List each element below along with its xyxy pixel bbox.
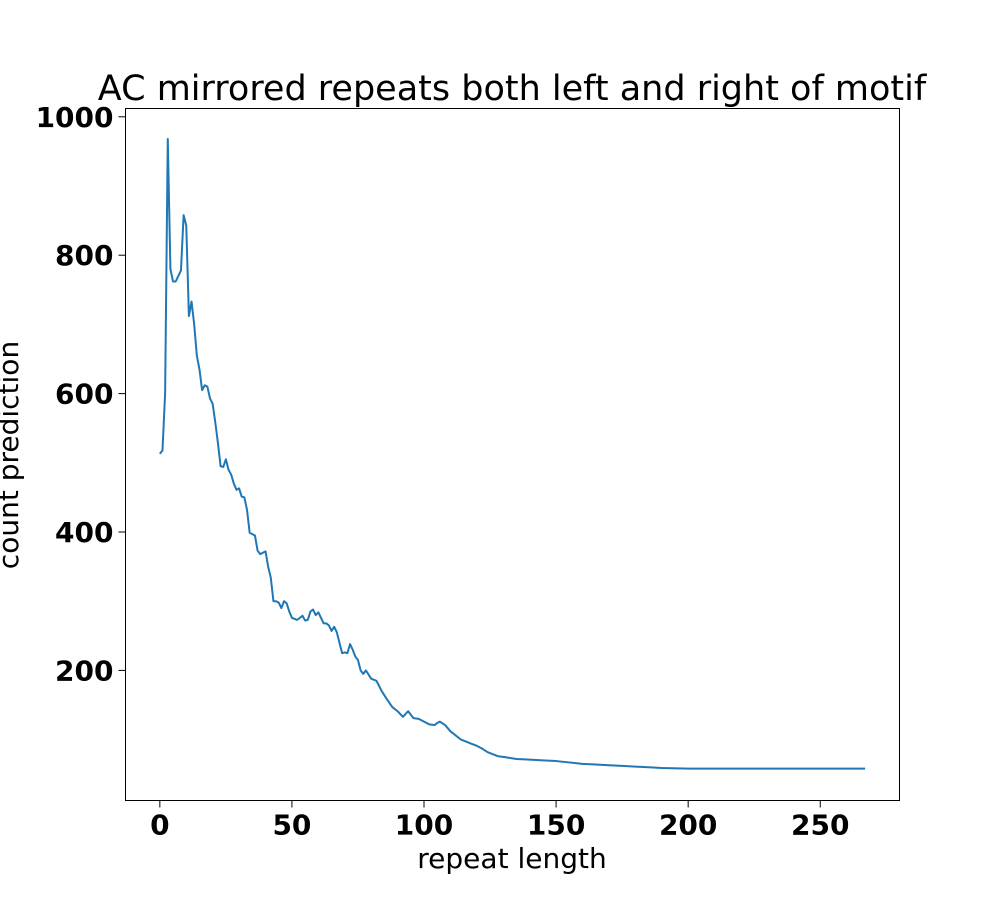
y-tick-label: 400 (55, 516, 113, 549)
y-tick-label: 1000 (36, 101, 114, 134)
y-tick-label: 800 (55, 239, 113, 272)
y-tick-label: 200 (55, 654, 113, 687)
series-line (159, 137, 866, 770)
x-tick-label: 50 (272, 809, 311, 842)
x-tick-label: 100 (395, 809, 453, 842)
x-tick-label: 200 (659, 809, 717, 842)
y-tick-label: 600 (55, 378, 113, 411)
x-tick-label: 150 (527, 809, 585, 842)
y-axis: 200 400 600 800 1000 (36, 101, 126, 687)
plot-frame (125, 108, 900, 801)
y-axis-label: count prediction (0, 341, 25, 569)
x-axis: 0 50 100 150 200 250 (150, 800, 849, 842)
x-tick-label: 250 (791, 809, 849, 842)
x-axis-label: repeat length (417, 842, 606, 875)
x-tick-label: 0 (150, 809, 169, 842)
chart-title: AC mirrored repeats both left and right … (98, 69, 927, 109)
